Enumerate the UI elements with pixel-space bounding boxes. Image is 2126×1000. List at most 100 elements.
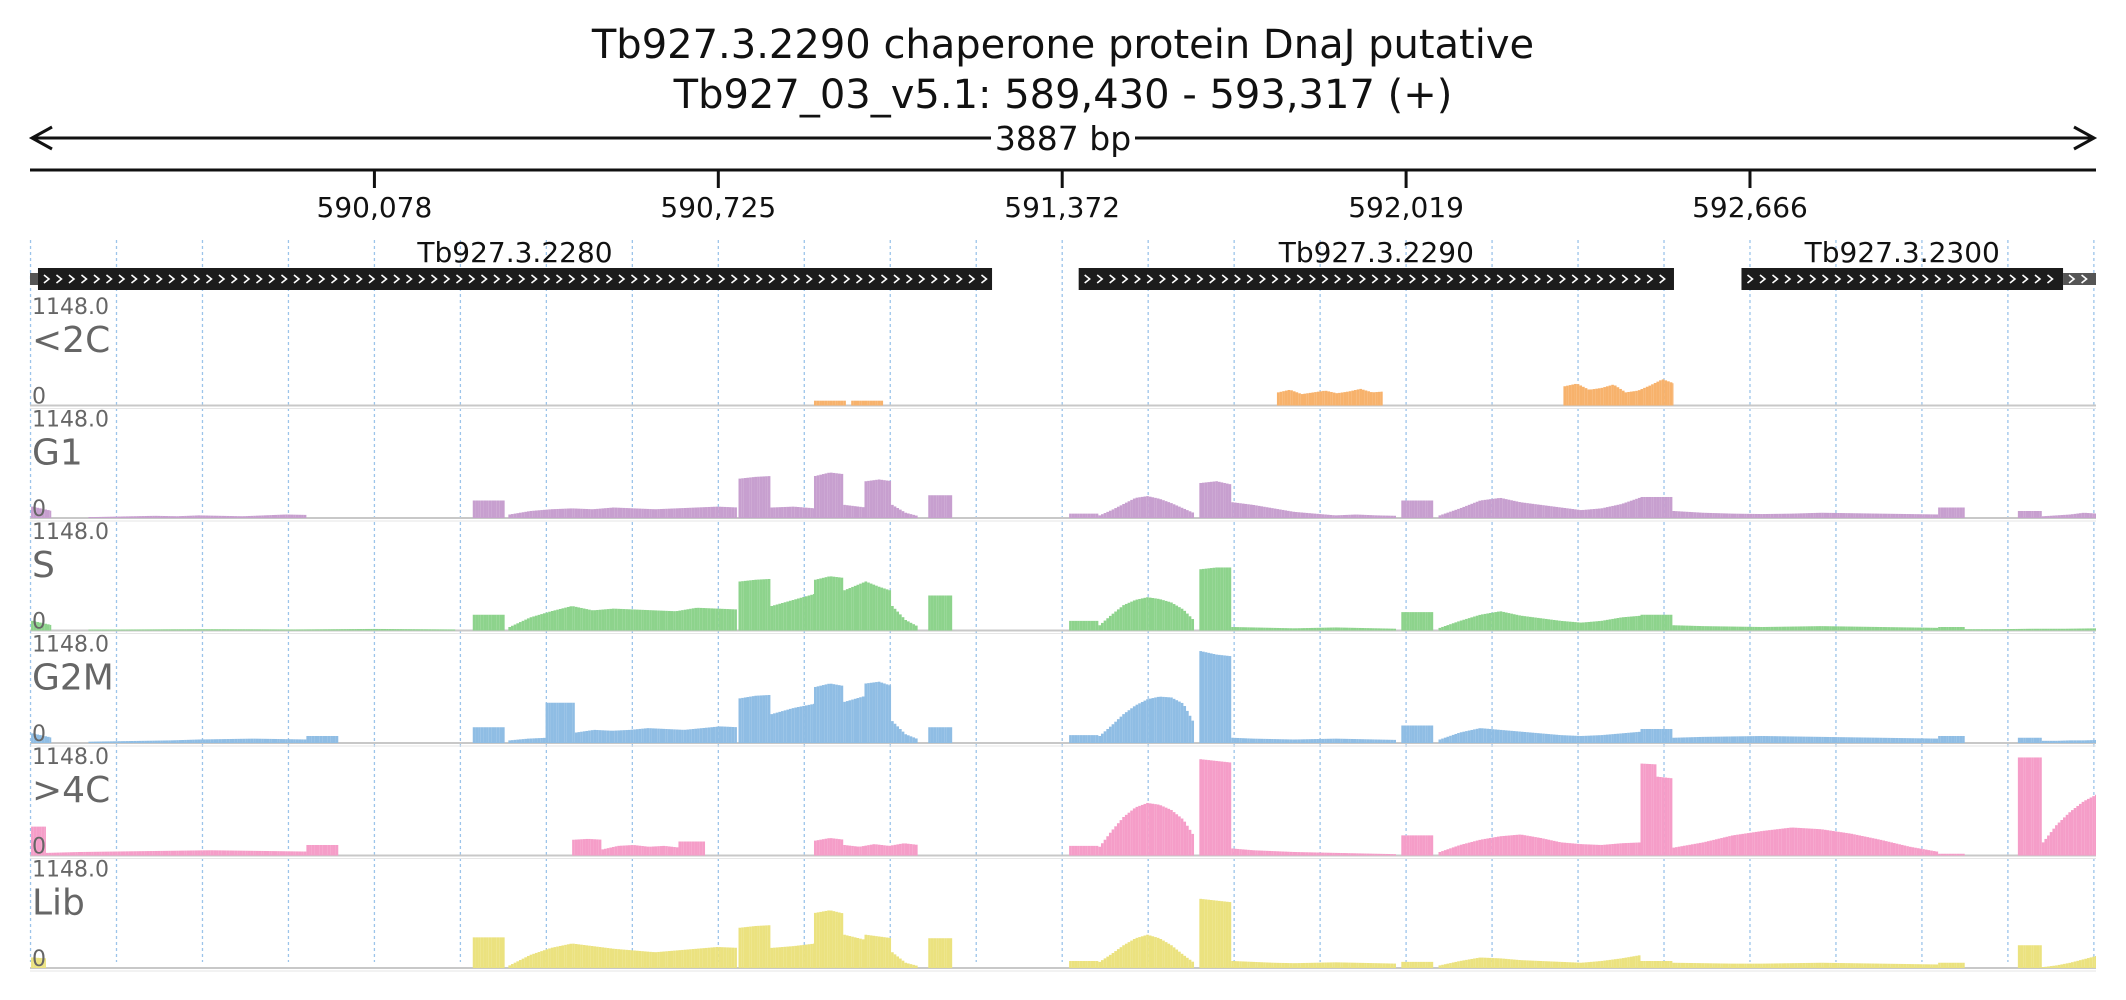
coverage-bar [1483, 728, 1487, 743]
coverage-bar [893, 954, 897, 968]
coverage-bar [705, 507, 708, 518]
coverage-bar [1765, 963, 1769, 968]
coverage-bar [1385, 628, 1389, 631]
coverage-bar [609, 507, 613, 518]
coverage-bar [904, 843, 908, 856]
coverage-bar [133, 851, 137, 856]
coverage-bar [1340, 392, 1344, 406]
strand-chevron [268, 274, 276, 284]
coverage-bar [499, 500, 502, 518]
coverage-bar [491, 500, 495, 518]
coverage-bar [1518, 502, 1521, 518]
coverage-bar [1087, 620, 1091, 631]
coverage-bar [1111, 509, 1115, 518]
coverage-bar [545, 509, 549, 518]
coverage-bar [1353, 514, 1357, 518]
coverage-bar [2057, 740, 2061, 743]
coverage-bar [1821, 736, 1824, 743]
coverage-bar [216, 629, 219, 631]
coverage-bar [893, 608, 897, 631]
coverage-bar [1151, 936, 1155, 968]
coverage-bar [1369, 739, 1373, 743]
coverage-bar [633, 845, 636, 856]
coverage-bar [1446, 963, 1450, 968]
coverage-bar [1212, 567, 1216, 631]
coverage-bar [290, 514, 294, 518]
coverage-bar [1292, 851, 1296, 856]
coverage-bar [1512, 731, 1516, 743]
coverage-bar [864, 581, 868, 631]
coverage-bar [277, 739, 280, 743]
coverage-bar [641, 846, 644, 856]
coverage-bar [516, 513, 519, 518]
coverage-bar [2063, 514, 2066, 518]
coverage-bar [1494, 498, 1497, 518]
coverage-bar [1877, 626, 1880, 631]
coverage-bar [853, 400, 857, 406]
strand-chevron [818, 274, 826, 284]
track-name: <2C [32, 320, 110, 361]
coverage-bar [1672, 510, 1676, 518]
coverage-bar [1539, 618, 1543, 631]
coverage-bar [1704, 736, 1707, 743]
coverage-bar [757, 476, 760, 518]
coverage-bar [1156, 696, 1160, 743]
coverage-bar [1797, 963, 1800, 968]
coverage-bar [1348, 738, 1351, 743]
coverage-bar [91, 517, 94, 518]
coverage-bar [1172, 698, 1176, 743]
coverage-bar [1576, 622, 1580, 631]
coverage-bar [1648, 385, 1652, 406]
coverage-bar [1403, 612, 1407, 631]
coverage-bar [1597, 621, 1601, 631]
coverage-bar [1677, 846, 1681, 856]
coverage-bar [1837, 831, 1840, 856]
coverage-bar [1239, 503, 1242, 518]
coverage-bar [659, 951, 663, 968]
coverage-bar [1289, 511, 1293, 518]
coverage-bar [1132, 706, 1136, 743]
coverage-bar [1417, 500, 1420, 518]
coverage-bar [1582, 962, 1585, 968]
coverage-bar [1375, 392, 1378, 406]
coverage-bar [237, 629, 240, 631]
coverage-bar [1536, 617, 1540, 631]
coverage-bar [781, 947, 784, 968]
coverage-bar [1071, 735, 1075, 743]
coverage-bar [1496, 958, 1500, 968]
coverage-bar [1199, 651, 1202, 743]
coverage-bar [1900, 963, 1904, 968]
coverage-bar [681, 610, 684, 631]
coverage-bar [867, 582, 870, 631]
coverage-bar [173, 850, 177, 856]
coverage-bar [710, 727, 713, 743]
coverage-bar [1861, 737, 1864, 743]
coverage-bar [1180, 818, 1184, 856]
coverage-bar [1082, 513, 1086, 518]
coverage-bar [1098, 846, 1102, 856]
coverage-bar [1725, 963, 1729, 968]
coverage-bar [1111, 724, 1115, 743]
coverage-bar [1316, 852, 1319, 856]
coverage-bar [904, 962, 908, 968]
coverage-bar [1738, 834, 1742, 856]
coverage-bar [1358, 962, 1362, 968]
coverage-bar [1725, 836, 1729, 856]
coverage-bar [896, 726, 900, 743]
strand-chevron [2046, 274, 2054, 284]
coverage-bar [1563, 842, 1567, 856]
coverage-bar [1683, 511, 1686, 518]
coverage-bar [572, 943, 575, 968]
coverage-bar [1821, 626, 1824, 631]
coverage-bar [1095, 735, 1099, 743]
coverage-bar [824, 473, 828, 518]
coverage-bar [1302, 628, 1306, 631]
coverage-bar [1648, 496, 1652, 518]
coverage-bar [1178, 951, 1181, 968]
strand-chevron [1909, 274, 1917, 284]
coverage-bar [1776, 513, 1779, 518]
coverage-bar [1935, 964, 1939, 968]
coverage-bar [1874, 626, 1878, 631]
coverage-bar [138, 740, 142, 743]
coverage-bar [643, 508, 647, 518]
